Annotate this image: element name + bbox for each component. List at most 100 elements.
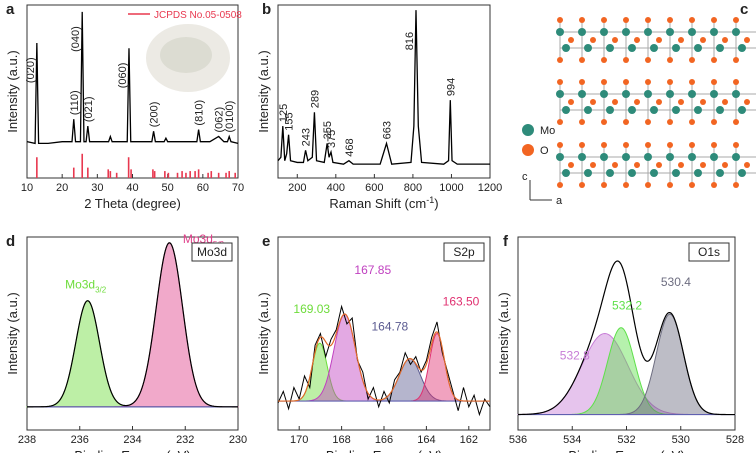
- mo-atom: [688, 153, 696, 161]
- oxygen-atom: [579, 182, 585, 188]
- mo-atom: [666, 28, 674, 36]
- mo-atom: [562, 106, 570, 114]
- mo-atom: [694, 106, 702, 114]
- oxygen-atom: [700, 99, 706, 105]
- oxygen-atom: [689, 119, 695, 125]
- oxygen-atom: [711, 182, 717, 188]
- mo-atom: [644, 28, 652, 36]
- oxygen-atom: [711, 142, 717, 148]
- oxygen-atom: [689, 17, 695, 23]
- axis-name: a: [556, 195, 563, 207]
- oxygen-atom: [667, 57, 673, 63]
- oxygen-atom: [590, 37, 596, 43]
- reference-stick: [207, 172, 209, 178]
- oxygen-atom: [667, 142, 673, 148]
- reference-stick: [225, 172, 227, 178]
- oxygen-atom: [579, 119, 585, 125]
- fit-component: [27, 242, 238, 408]
- x-tick-label: 20: [56, 182, 68, 194]
- peak-label: 164.78: [372, 320, 409, 334]
- oxygen-atom: [557, 17, 563, 23]
- legend-label: Mo: [540, 125, 555, 137]
- mo-atom: [666, 90, 674, 98]
- x-tick-label: 600: [365, 182, 383, 194]
- reference-stick: [217, 172, 220, 178]
- x-axis-label-after: ): [434, 196, 438, 211]
- oxygen-atom: [579, 57, 585, 63]
- x-axis-label: Binding Energy (eV): [568, 448, 684, 453]
- y-axis-label: Intensity (a.u.): [256, 50, 271, 132]
- mo-atom: [622, 90, 630, 98]
- mo-atom: [600, 153, 608, 161]
- oxygen-atom: [623, 79, 629, 85]
- x-axis-label: Raman Shift (cm-1): [329, 195, 438, 211]
- oxygen-atom: [601, 142, 607, 148]
- tag-box: [191, 242, 233, 262]
- panel-label: c: [740, 1, 748, 18]
- panel-label: f: [503, 233, 509, 250]
- x-tick-label: 168: [332, 434, 350, 446]
- mo-atom: [710, 90, 718, 98]
- oxygen-atom: [568, 37, 574, 43]
- mo-atom: [600, 90, 608, 98]
- oxygen-atom: [645, 142, 651, 148]
- x-tick-label: 1200: [478, 182, 502, 194]
- mo-atom: [732, 90, 740, 98]
- mo-atom: [716, 106, 724, 114]
- peak-label-text: Mo3d: [183, 232, 213, 246]
- x-axis-label: 2 Theta (degree): [84, 196, 181, 211]
- oxygen-atom: [744, 99, 750, 105]
- peak-label-text: 530.4: [661, 275, 691, 289]
- mo-atom: [738, 106, 746, 114]
- oxygen-atom: [623, 17, 629, 23]
- mo-atom: [578, 90, 586, 98]
- mo-atom: [716, 169, 724, 177]
- x-tick-label: 162: [460, 434, 478, 446]
- oxygen-atom: [711, 119, 717, 125]
- mo-atom: [738, 169, 746, 177]
- reference-stick: [72, 167, 75, 178]
- x-tick-label: 40: [126, 182, 138, 194]
- oxygen-atom: [667, 17, 673, 23]
- oxygen-atom: [601, 57, 607, 63]
- fit-component: [518, 327, 735, 416]
- oxygen-atom: [634, 99, 640, 105]
- x-tick-label: 400: [327, 182, 345, 194]
- oxygen-atom: [557, 119, 563, 125]
- oxygen-atom: [612, 162, 618, 168]
- mo-atom: [710, 153, 718, 161]
- panel-label: d: [6, 233, 15, 250]
- peak-label-text: 167.85: [354, 263, 391, 277]
- oxygen-atom: [711, 57, 717, 63]
- reference-stick: [153, 171, 156, 178]
- peak-label: 243: [301, 128, 313, 146]
- legend-marker: [522, 124, 534, 136]
- legend-label: O: [540, 145, 549, 157]
- y-axis-label: Intensity (a.u.): [256, 292, 271, 374]
- oxygen-atom: [568, 162, 574, 168]
- oxygen-atom: [667, 182, 673, 188]
- reference-stick: [167, 172, 170, 178]
- x-tick-label: 1000: [439, 182, 463, 194]
- tag-box: [443, 242, 485, 262]
- x-tick-label: 70: [232, 182, 244, 194]
- x-tick-label: 536: [509, 434, 527, 446]
- oxygen-atom: [744, 37, 750, 43]
- peak-label: 163.50: [443, 295, 480, 309]
- mo-atom: [628, 106, 636, 114]
- reference-stick: [176, 172, 179, 178]
- mo-atom: [650, 106, 658, 114]
- mo-atom: [622, 153, 630, 161]
- peak-label: (810): [194, 100, 206, 126]
- x-tick-label: 30: [91, 182, 103, 194]
- oxygen-atom: [645, 79, 651, 85]
- panel-label: e: [262, 233, 270, 250]
- reference-stick: [197, 169, 200, 178]
- mo-atom: [666, 153, 674, 161]
- peak-label: 816: [404, 32, 416, 50]
- mo-atom: [694, 44, 702, 52]
- reference-stick: [109, 171, 112, 178]
- mo-atom: [628, 169, 636, 177]
- peak-label: 468: [344, 138, 356, 156]
- mo-atom: [732, 153, 740, 161]
